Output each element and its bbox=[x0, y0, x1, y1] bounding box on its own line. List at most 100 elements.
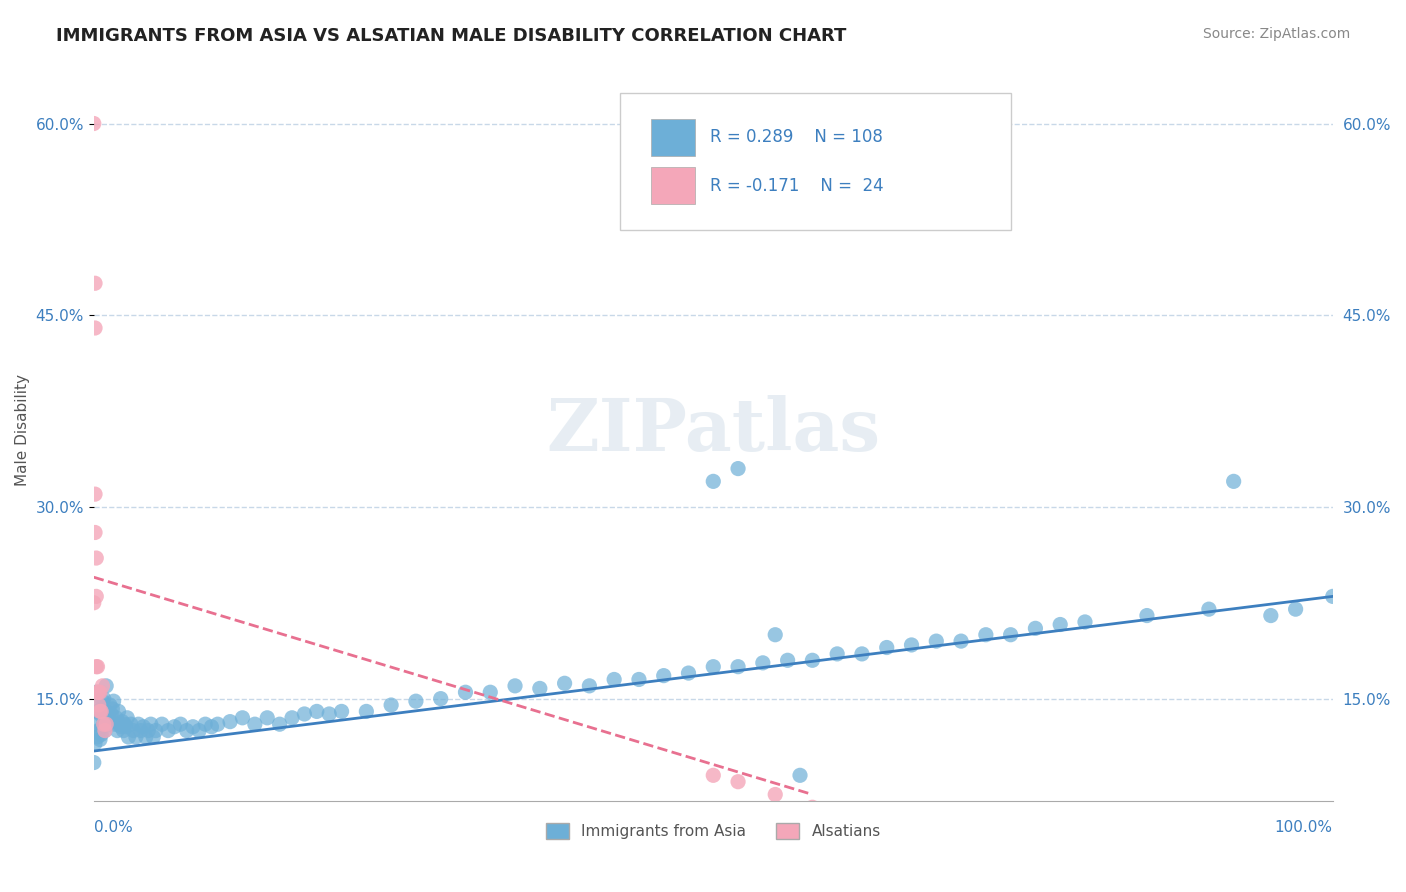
Point bbox=[789, 768, 811, 782]
Point bbox=[83, 116, 105, 130]
Bar bbox=[651, 119, 695, 156]
Point bbox=[181, 720, 204, 734]
Point bbox=[87, 698, 110, 712]
Point bbox=[125, 730, 148, 744]
Point bbox=[219, 714, 242, 729]
Point bbox=[135, 730, 157, 744]
Point bbox=[83, 756, 105, 770]
Point bbox=[129, 723, 152, 738]
Point bbox=[1284, 602, 1306, 616]
Point bbox=[1074, 615, 1097, 629]
Point bbox=[194, 717, 217, 731]
Point bbox=[84, 525, 107, 540]
Text: Source: ZipAtlas.com: Source: ZipAtlas.com bbox=[1202, 27, 1350, 41]
Point bbox=[93, 717, 115, 731]
Point bbox=[89, 706, 111, 721]
Point bbox=[188, 723, 211, 738]
Point bbox=[702, 475, 724, 489]
Point bbox=[330, 705, 353, 719]
Point bbox=[96, 717, 118, 731]
Point bbox=[84, 321, 107, 335]
Text: R = 0.289    N = 108: R = 0.289 N = 108 bbox=[710, 128, 883, 146]
Point bbox=[1198, 602, 1220, 616]
Point bbox=[163, 720, 186, 734]
Point bbox=[851, 647, 873, 661]
Point bbox=[86, 685, 108, 699]
Point bbox=[356, 705, 378, 719]
Point bbox=[87, 723, 110, 738]
Point bbox=[678, 666, 700, 681]
Point bbox=[101, 702, 124, 716]
Point bbox=[107, 705, 129, 719]
Point bbox=[1000, 628, 1022, 642]
Point bbox=[132, 720, 155, 734]
Point bbox=[1322, 590, 1344, 604]
Point bbox=[127, 717, 149, 731]
Y-axis label: Male Disability: Male Disability bbox=[15, 375, 30, 486]
Point bbox=[104, 717, 127, 731]
Point bbox=[1024, 621, 1046, 635]
Text: ZIPatlas: ZIPatlas bbox=[546, 395, 880, 466]
Point bbox=[84, 685, 107, 699]
Point bbox=[454, 685, 477, 699]
Point bbox=[96, 717, 118, 731]
Point bbox=[825, 647, 848, 661]
Point bbox=[84, 487, 107, 501]
Point bbox=[114, 717, 136, 731]
Point bbox=[91, 720, 114, 734]
Point bbox=[93, 717, 115, 731]
Point bbox=[318, 706, 340, 721]
Point bbox=[776, 653, 799, 667]
Point bbox=[89, 705, 111, 719]
Point bbox=[950, 634, 973, 648]
Point bbox=[429, 691, 451, 706]
Point bbox=[90, 705, 112, 719]
Point bbox=[231, 711, 253, 725]
Point bbox=[652, 668, 675, 682]
Point bbox=[627, 673, 650, 687]
Point bbox=[111, 714, 134, 729]
Point bbox=[763, 628, 786, 642]
Point bbox=[84, 736, 107, 750]
Point bbox=[529, 681, 551, 696]
Point bbox=[91, 679, 114, 693]
Point bbox=[727, 774, 749, 789]
Text: R = -0.171    N =  24: R = -0.171 N = 24 bbox=[710, 177, 883, 194]
Point bbox=[115, 720, 138, 734]
Bar bbox=[651, 167, 695, 204]
Text: IMMIGRANTS FROM ASIA VS ALSATIAN MALE DISABILITY CORRELATION CHART: IMMIGRANTS FROM ASIA VS ALSATIAN MALE DI… bbox=[56, 27, 846, 45]
Point bbox=[702, 768, 724, 782]
Point bbox=[105, 711, 128, 725]
Point bbox=[157, 723, 180, 738]
Point bbox=[84, 277, 107, 291]
Point bbox=[94, 723, 117, 738]
Point bbox=[86, 659, 108, 673]
Point bbox=[1222, 475, 1244, 489]
Point bbox=[281, 711, 304, 725]
Point bbox=[974, 628, 997, 642]
Point bbox=[305, 705, 328, 719]
Text: 0.0%: 0.0% bbox=[94, 820, 132, 835]
Point bbox=[112, 723, 135, 738]
Point bbox=[96, 705, 118, 719]
Point bbox=[110, 720, 132, 734]
Point bbox=[90, 727, 112, 741]
Point bbox=[93, 691, 115, 706]
Point bbox=[108, 717, 131, 731]
Point bbox=[89, 732, 111, 747]
Point bbox=[150, 717, 173, 731]
Point bbox=[105, 723, 128, 738]
Point bbox=[752, 656, 775, 670]
Point bbox=[87, 685, 110, 699]
Point bbox=[727, 659, 749, 673]
Point bbox=[96, 679, 118, 693]
Point bbox=[120, 717, 142, 731]
Point bbox=[176, 723, 198, 738]
Point bbox=[139, 717, 162, 731]
Point bbox=[100, 706, 122, 721]
Point bbox=[87, 698, 110, 712]
Point bbox=[84, 717, 107, 731]
Point bbox=[86, 730, 108, 744]
Point bbox=[117, 730, 139, 744]
Point bbox=[578, 679, 600, 693]
